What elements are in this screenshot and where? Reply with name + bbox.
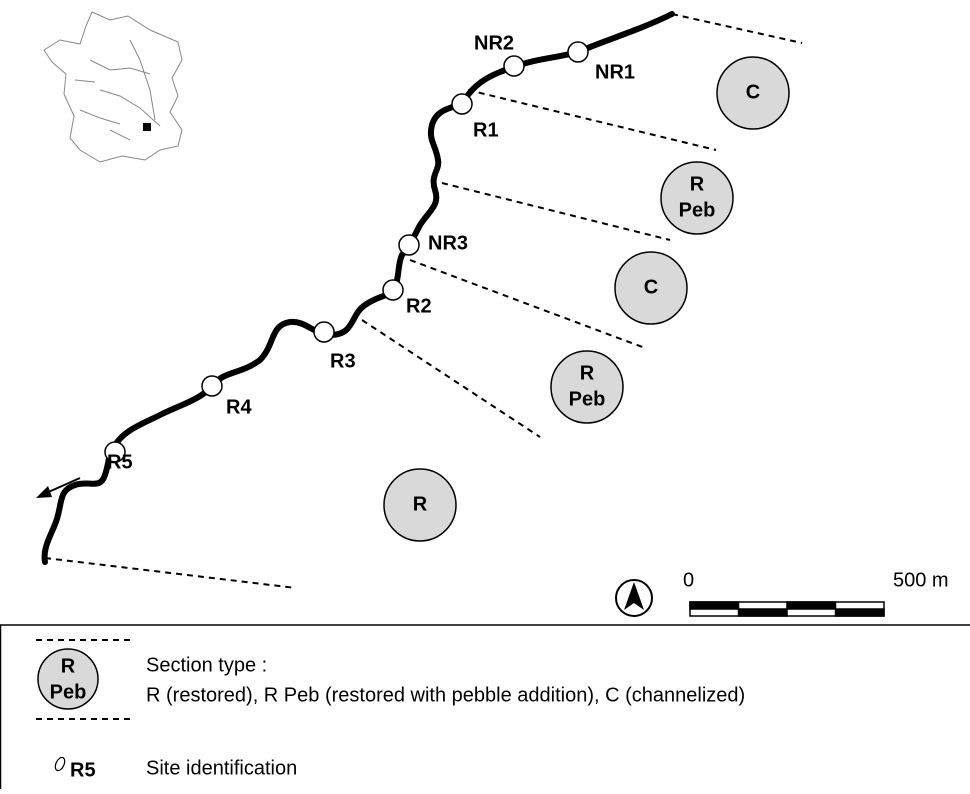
section-circle: [550, 350, 624, 424]
section-label: R: [690, 173, 705, 195]
scale-bar: [689, 601, 885, 617]
section-circle: [614, 251, 688, 325]
site-label: R5: [107, 451, 133, 473]
legend-section-symbol: R Peb: [36, 639, 130, 720]
section-label: C: [746, 81, 760, 103]
legend-symbol-line: R: [61, 655, 76, 677]
section-circle: [716, 56, 790, 130]
legend-site-symbol: R5: [70, 759, 96, 781]
section-label: R: [580, 362, 595, 384]
legend-frame: [0, 624, 970, 789]
site-label: NR3: [428, 232, 468, 254]
section-boundaries: [44, 13, 803, 589]
section-label: Peb: [679, 199, 716, 221]
site-marker: [382, 279, 404, 301]
sections: C R Peb C R Peb R: [383, 56, 790, 542]
section-label: Peb: [569, 388, 606, 410]
scale-end: 500 m: [893, 569, 949, 591]
legend-section-title: Section type :: [146, 654, 267, 676]
site-marker: [201, 375, 223, 397]
section-circle: [383, 468, 457, 542]
site-label: R2: [406, 295, 432, 317]
site-marker: [503, 55, 525, 77]
site-marker: [567, 41, 589, 63]
legend-symbol-line: Peb: [50, 681, 87, 703]
site-marker: [398, 234, 420, 256]
flow-arrow: [36, 477, 81, 498]
section-label: R: [413, 493, 428, 515]
france-inset: [43, 11, 183, 163]
location-marker: [143, 123, 151, 131]
site-marker: [313, 321, 335, 343]
scale-start: 0: [683, 569, 694, 591]
site-label: NR2: [474, 32, 514, 54]
section-label: C: [644, 276, 658, 298]
site-label: R3: [330, 350, 356, 372]
section-circle: [660, 161, 734, 235]
site-label: R1: [473, 119, 499, 141]
legend-site-icon: [54, 756, 66, 772]
site-label: R4: [226, 396, 252, 418]
north-arrow: [615, 579, 653, 617]
legend-section-description: R (restored), R Peb (restored with pebbl…: [146, 684, 745, 706]
legend-site-text: Site identification: [146, 757, 297, 779]
site-label: NR1: [595, 61, 635, 83]
site-marker: [451, 93, 473, 115]
site-marker: [104, 441, 126, 463]
sites: NR1 NR2 R1 NR3 R2 R3 R4 R5: [104, 32, 635, 473]
